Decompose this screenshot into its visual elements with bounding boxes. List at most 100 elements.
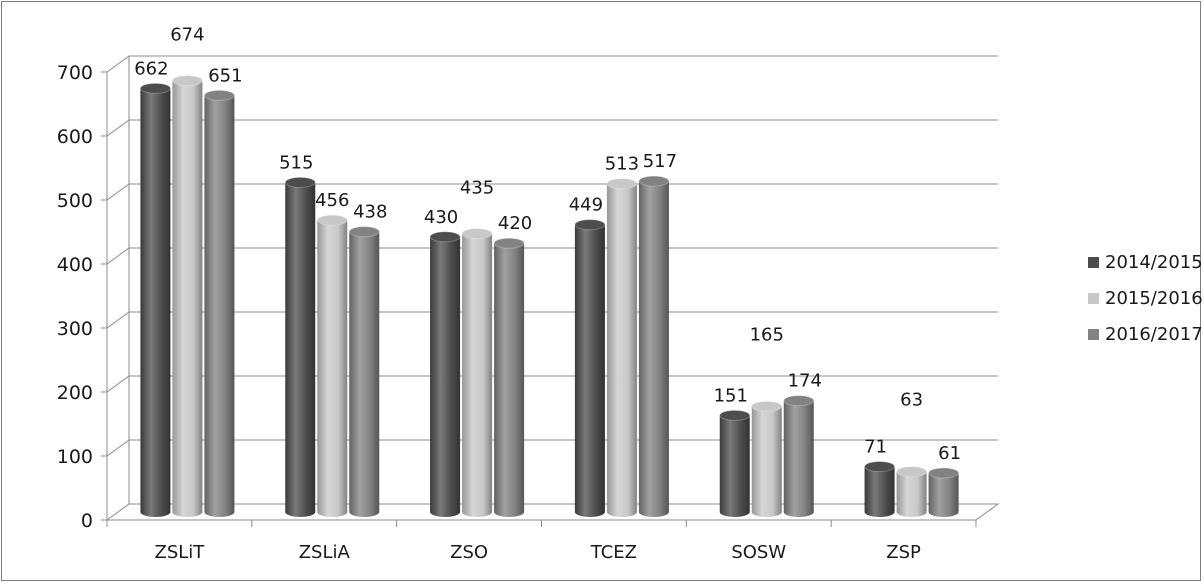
bar-body	[140, 88, 171, 517]
bar	[429, 231, 461, 518]
bar-top	[751, 400, 783, 412]
y-tick-label: 400	[57, 254, 93, 276]
bar	[783, 395, 815, 517]
bar-body	[574, 224, 605, 517]
legend-swatch	[1088, 256, 1099, 268]
bar-body	[638, 181, 669, 517]
bar-body	[864, 466, 895, 517]
bar-body	[462, 233, 493, 517]
bar	[574, 219, 606, 517]
y-tick-label: 0	[81, 510, 93, 532]
data-label: 517	[643, 151, 677, 172]
bar-top	[574, 219, 606, 231]
gridline	[106, 247, 998, 265]
gridlines	[106, 55, 998, 457]
bar-top	[284, 176, 316, 188]
data-label: 174	[788, 371, 822, 392]
x-tick-label: TCEZ	[590, 542, 637, 563]
x-tick-label: ZSLiA	[299, 542, 351, 563]
gridline	[106, 183, 998, 201]
bar-top	[638, 175, 670, 187]
y-tick-label: 600	[57, 126, 93, 148]
y-tick-label: 200	[57, 382, 93, 404]
bar	[284, 176, 316, 517]
bar-top	[171, 75, 203, 87]
bar-body	[494, 243, 525, 517]
gridline	[106, 311, 998, 329]
data-label: 430	[424, 207, 458, 228]
floor	[105, 503, 1000, 521]
data-label: 420	[498, 213, 532, 234]
bar-top	[461, 228, 493, 240]
bar-top	[139, 82, 171, 94]
y-tick-label: 700	[57, 62, 93, 84]
bar	[171, 75, 203, 517]
bar-top	[606, 178, 638, 190]
x-tick-label: ZSP	[886, 542, 921, 563]
bar	[461, 228, 493, 517]
data-label: 515	[279, 152, 313, 173]
legend-item: 2015/2016	[1088, 280, 1203, 316]
y-tick-label: 500	[57, 190, 93, 212]
bar	[864, 461, 896, 517]
bar-body	[172, 80, 203, 517]
x-tick-label: SOSW	[731, 542, 786, 563]
data-label: 513	[605, 154, 639, 175]
bar	[139, 82, 171, 517]
bar-top	[864, 461, 896, 473]
data-label: 435	[460, 178, 494, 199]
bar-body	[896, 471, 927, 517]
bar	[493, 237, 525, 517]
legend-label: 2016/2017	[1105, 323, 1203, 345]
data-label: 151	[714, 385, 748, 406]
y-axis-ticks: 0 100 200 300 400 500 600 700	[57, 62, 107, 532]
bar	[348, 226, 380, 517]
data-label: 63	[900, 390, 923, 411]
bar-top	[896, 466, 928, 478]
bar-top	[348, 226, 380, 238]
data-label: 456	[315, 190, 349, 211]
bar	[606, 178, 638, 517]
x-tick-label: ZSLiT	[155, 542, 206, 563]
bar	[203, 89, 235, 518]
gridline	[106, 119, 998, 137]
bar-body	[204, 95, 235, 518]
data-label: 651	[208, 65, 242, 86]
data-label: 438	[353, 202, 387, 223]
legend-swatch	[1088, 292, 1099, 304]
data-label: 71	[864, 437, 887, 458]
y-tick-label: 100	[57, 446, 93, 468]
bar-top	[316, 214, 348, 226]
bar-top	[493, 237, 525, 249]
data-label: 662	[134, 58, 168, 79]
data-label: 449	[569, 195, 603, 216]
bar-body	[783, 400, 814, 517]
bar-top	[203, 89, 235, 101]
data-label: 165	[750, 324, 784, 345]
gridline	[106, 375, 998, 393]
legend-item: 2014/2015	[1088, 244, 1203, 280]
bar	[928, 467, 960, 517]
bar-top	[928, 467, 960, 479]
bar-top	[429, 231, 461, 243]
bar	[896, 466, 928, 517]
y-tick-label: 300	[57, 318, 93, 340]
bar-top	[783, 395, 815, 407]
bar	[719, 409, 751, 517]
bar-body	[751, 406, 782, 517]
bars	[139, 75, 960, 518]
bar-body	[928, 472, 959, 517]
bar-top	[719, 409, 751, 421]
bar	[316, 214, 348, 517]
bar	[751, 400, 783, 517]
bar-body	[430, 236, 461, 518]
gridline	[106, 439, 998, 457]
bar-body	[606, 183, 637, 517]
legend-item: 2016/2017	[1088, 316, 1203, 352]
x-tick-label: ZSO	[450, 542, 488, 563]
legend-label: 2015/2016	[1105, 287, 1203, 309]
bar-body	[285, 182, 316, 517]
legend-label: 2014/2015	[1105, 251, 1203, 273]
data-label: 61	[938, 443, 961, 464]
